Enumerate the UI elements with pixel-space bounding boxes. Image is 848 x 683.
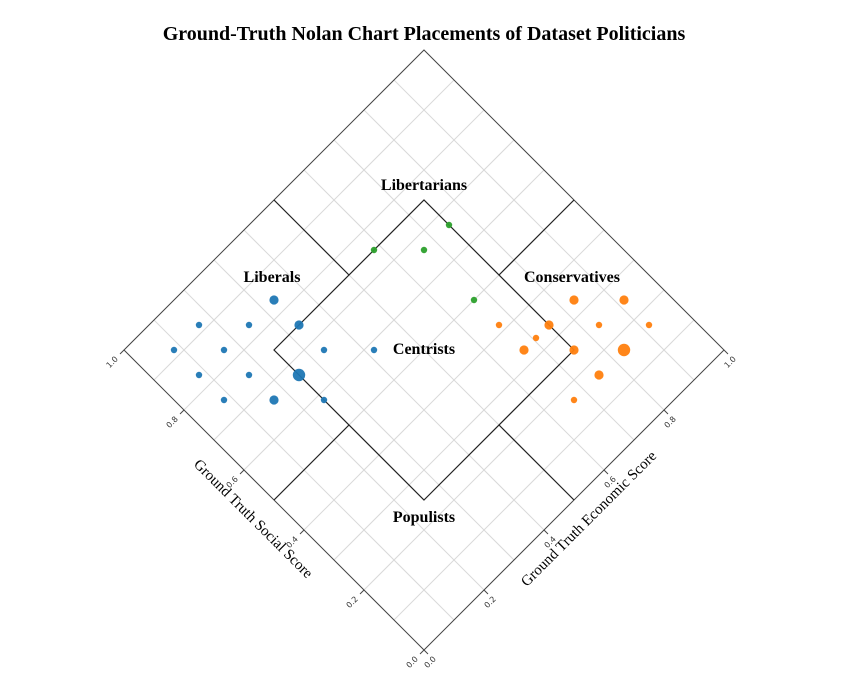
data-point [195,321,203,329]
region-separator [273,424,350,501]
y-tick-label: 1.0 [105,355,120,370]
data-point [594,370,604,380]
x-tick-label: 0.0 [423,655,438,670]
data-point [445,221,453,229]
data-point [569,345,579,355]
x-tick-mark [663,409,669,415]
region-label-conservatives: Conservatives [524,269,620,286]
y-tick-label: 0.8 [165,415,180,430]
x-tick-label: 0.2 [483,595,498,610]
x-axis-label: Ground Truth Economic Score [518,448,660,590]
region-label-libertarians: Libertarians [381,177,467,194]
x-tick-mark [543,529,549,535]
y-tick-mark [119,349,125,355]
y-tick-mark [359,589,365,595]
data-point [495,321,503,329]
data-point [532,334,540,342]
data-points [170,221,653,405]
region-labels: Libertarians Liberals Centrists Conservativ… [244,177,620,526]
data-point [294,320,304,330]
y-tick-label: 0.2 [345,595,360,610]
y-axis-label: Ground Truth Social Score [190,457,316,583]
data-point [619,295,629,305]
data-point [320,346,328,354]
region-label-populists: Populists [393,509,455,526]
data-point [569,295,579,305]
region-label-liberals: Liberals [244,269,301,286]
data-point [544,320,554,330]
x-tick-label: 0.8 [663,415,678,430]
grid-line [213,139,515,441]
y-tick-mark [419,649,425,655]
data-point [245,371,253,379]
data-point [195,371,203,379]
data-point [370,246,378,254]
data-point [269,295,279,305]
y-tick-mark [179,409,185,415]
region-separator [498,199,575,276]
x-tick-label: 1.0 [723,355,738,370]
data-point [245,321,253,329]
y-tick-mark [299,529,305,535]
x-tick-mark [723,349,729,355]
data-point [570,396,578,404]
data-point [292,368,306,382]
x-tick-mark [603,469,609,475]
data-point [220,346,228,354]
data-point [420,246,428,254]
diamond-outline [123,49,725,651]
chart-title: Ground-Truth Nolan Chart Placements of D… [163,23,686,45]
data-point [595,321,603,329]
data-point [370,346,378,354]
region-separator [498,424,575,501]
y-tick-label: 0.0 [405,655,420,670]
data-point [519,345,529,355]
x-tick-mark [423,649,429,655]
grid-line [243,169,545,471]
region-label-centrists: Centrists [393,341,455,358]
data-point [220,396,228,404]
data-point [320,396,328,404]
data-point [269,395,279,405]
data-point [170,346,178,354]
x-tick-mark [483,589,489,595]
y-tick-mark [239,469,245,475]
data-point [470,296,478,304]
grid-line [333,139,635,441]
region-separator [273,199,350,276]
data-point [645,321,653,329]
grid-line [303,169,605,471]
data-point [617,343,631,357]
